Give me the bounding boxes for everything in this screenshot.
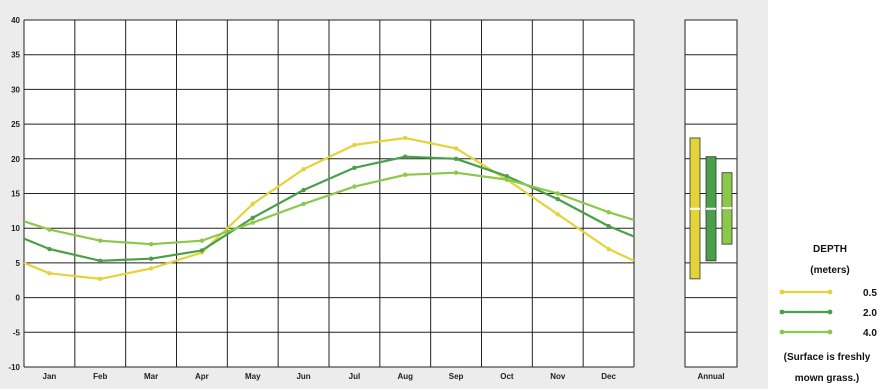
annual-label: Annual [697, 372, 724, 381]
series-point-0.5 [148, 266, 154, 271]
y-tick-label: -10 [8, 363, 20, 372]
x-tick-label: Feb [93, 372, 107, 381]
legend-note-line1: (Surface is freshly [784, 352, 871, 363]
y-tick-label: 15 [11, 190, 20, 199]
series-line-2.0 [23, 155, 635, 262]
y-tick-label: -5 [13, 328, 21, 337]
series-point-2.0 [606, 223, 611, 229]
x-tick-label: Oct [500, 372, 514, 381]
y-tick-label: 10 [11, 224, 20, 233]
series-line-0.5 [23, 136, 635, 280]
main-plot: 40 35 30 25 20 15 10 5 0 -5 -10 Jan Feb Mar Apr May Jun J… [8, 16, 635, 381]
x-tick-label: Aug [397, 372, 413, 381]
y-tick-label: 30 [11, 85, 20, 94]
legend-note-line2: mown grass.) [795, 373, 859, 384]
y-tick-label: 25 [11, 120, 20, 129]
annual-plot: Annual [684, 19, 738, 381]
x-tick-label: Jul [349, 372, 361, 381]
x-tick-label: Nov [550, 372, 566, 381]
series-point-2.0 [98, 258, 103, 264]
x-tick-label: Mar [144, 372, 158, 381]
x-tick-label: Dec [601, 372, 616, 381]
series-point-2.0 [403, 154, 408, 159]
legend-swatch-dot [827, 289, 833, 295]
x-tick-label: Jan [43, 372, 57, 381]
legend-title: DEPTH [813, 244, 847, 255]
series-point-4.0 [199, 238, 205, 243]
legend-label-2.0: 2.0 [863, 308, 877, 319]
legend-swatch-dot [779, 289, 785, 295]
legend-label-0.5: 0.5 [863, 288, 877, 299]
legend-subtitle: (meters) [810, 265, 849, 276]
legend-swatch-dot [779, 329, 785, 335]
series-point-4.0 [352, 184, 357, 189]
series-point-0.5 [98, 276, 103, 282]
legend-swatch-dot [779, 309, 785, 315]
series-point-4.0 [403, 172, 408, 177]
series-point-4.0 [47, 227, 52, 232]
series-point-2.0 [301, 187, 306, 193]
series-point-2.0 [504, 173, 510, 179]
y-tick-label: 20 [11, 155, 20, 164]
series-point-4.0 [453, 170, 459, 175]
series-point-0.5 [555, 212, 560, 217]
series-point-0.5 [453, 146, 459, 151]
x-tick-label: Sep [449, 372, 464, 381]
series-point-4.0 [148, 241, 154, 247]
x-tick-label: Apr [195, 372, 209, 381]
series-point-4.0 [504, 177, 510, 182]
legend-label-4.0: 4.0 [863, 328, 877, 339]
y-tick-label: 5 [16, 259, 21, 268]
series-point-0.5 [403, 135, 408, 141]
legend-swatch-dot [827, 309, 833, 315]
series-point-4.0 [606, 210, 611, 215]
series-point-0.5 [606, 246, 611, 252]
series-point-2.0 [352, 165, 357, 171]
series-point-4.0 [98, 238, 103, 243]
x-tick-label: Jun [296, 372, 310, 381]
legend-swatch-dot [827, 329, 833, 335]
y-tick-label: 40 [11, 16, 20, 25]
series-point-2.0 [148, 256, 154, 261]
x-tick-label: May [245, 372, 261, 381]
series-point-2.0 [453, 156, 459, 161]
series-point-0.5 [301, 167, 306, 172]
series-point-2.0 [47, 246, 52, 252]
series-line-4.0 [23, 171, 635, 246]
series-point-0.5 [352, 142, 357, 148]
y-tick-label: 0 [16, 294, 21, 303]
series-point-4.0 [555, 191, 560, 196]
series-point-0.5 [250, 201, 255, 207]
series-point-2.0 [250, 215, 255, 220]
series-point-4.0 [301, 201, 306, 207]
legend: DEPTH (meters) 0.5 2.0 4.0 (Surface is fre… [779, 244, 877, 384]
series-point-0.5 [47, 271, 52, 276]
series-point-2.0 [555, 196, 560, 202]
series-point-4.0 [250, 220, 255, 225]
y-tick-label: 35 [11, 51, 20, 60]
series-point-2.0 [199, 248, 205, 253]
